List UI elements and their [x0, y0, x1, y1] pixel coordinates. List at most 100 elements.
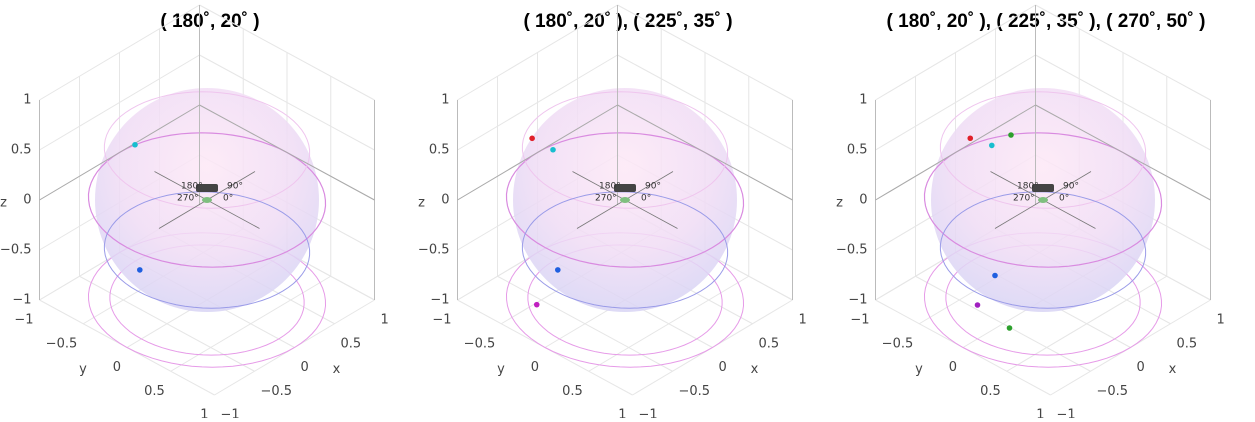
x-tick-label: −0.5	[1097, 384, 1129, 399]
x-axis-title: x	[333, 362, 341, 377]
annotation: 90°	[227, 182, 243, 192]
z-tick-label: 0.5	[847, 143, 868, 158]
z-tick-label: 0	[23, 193, 31, 208]
grid-line	[875, 4, 1036, 101]
center-dot	[1038, 197, 1048, 203]
z-tick-label: 0.5	[429, 143, 450, 158]
grid-line	[457, 54, 618, 151]
y-tick-label: 0	[531, 360, 539, 375]
annotation: 0°	[1059, 194, 1069, 204]
x-tick-label: 0.5	[1177, 336, 1198, 351]
annotation: 90°	[1063, 182, 1079, 192]
grid-line	[199, 54, 375, 151]
center-widget	[614, 184, 636, 192]
x-tick-label: 0	[719, 360, 727, 375]
grid-line	[617, 4, 793, 101]
z-tick-label: 1	[441, 93, 449, 108]
y-tick-label: 0	[113, 360, 121, 375]
box-edge	[617, 104, 793, 201]
circle-guide	[505, 132, 745, 268]
center-widget	[1032, 184, 1054, 192]
circle-guide	[521, 91, 729, 209]
annotation: 0°	[641, 194, 651, 204]
data-point	[529, 135, 535, 142]
grid-line	[617, 54, 793, 151]
circle-guide	[103, 191, 311, 309]
circle-guide	[87, 132, 327, 268]
annotation: 180°	[599, 182, 621, 192]
x-tick-label: −0.5	[261, 384, 293, 399]
annotation: 270°	[1013, 194, 1035, 204]
y-axis-title: y	[79, 362, 87, 377]
z-axis-title: z	[0, 196, 7, 211]
y-tick-label: 0.5	[562, 384, 583, 399]
chart-title: ( 180˚, 20˚ ), ( 225˚, 35˚ ), ( 270˚, 50…	[887, 11, 1206, 32]
grid-line	[1035, 54, 1211, 151]
grid-line	[1035, 4, 1211, 101]
chart-title: ( 180˚, 20˚ ), ( 225˚, 35˚ )	[523, 11, 732, 32]
y-tick-label: −0.5	[464, 336, 496, 351]
center-widget	[196, 184, 218, 192]
y-tick-label: 0	[949, 360, 957, 375]
z-tick-label: −0.5	[418, 243, 450, 258]
panel: ( 180˚, 20˚ ), ( 225˚, 35˚ ), ( 270˚, 50…	[836, 4, 1225, 422]
y-tick-label: −0.5	[882, 336, 914, 351]
z-tick-label: 0	[441, 193, 449, 208]
data-point	[1008, 132, 1014, 138]
z-tick-label: −0.5	[0, 243, 32, 258]
grid-line	[199, 4, 375, 101]
circle-guide	[939, 191, 1147, 309]
y-tick-label: −1	[14, 313, 33, 328]
data-point	[992, 272, 998, 279]
y-tick-label: 1	[200, 408, 208, 419]
grid-line	[170, 275, 332, 372]
annotation: 270°	[595, 194, 617, 204]
grid-line	[1006, 275, 1168, 372]
x-tick-label: −1	[221, 408, 240, 419]
z-tick-label: −1	[430, 293, 449, 308]
z-tick-label: 0	[859, 193, 867, 208]
data-point	[555, 267, 561, 273]
circle-guide	[521, 191, 729, 309]
z-axis-title: z	[836, 196, 843, 211]
y-axis-title: y	[497, 362, 505, 377]
y-tick-label: 1	[1036, 408, 1044, 419]
circle-guide	[103, 91, 311, 209]
x-tick-label: 1	[799, 313, 807, 328]
z-axis-title: z	[418, 196, 425, 211]
center-dot	[620, 197, 630, 203]
data-point	[967, 135, 974, 142]
grid-line	[875, 54, 1036, 151]
x-axis-title: x	[751, 362, 759, 377]
data-point	[550, 146, 556, 153]
x-tick-label: −1	[1057, 408, 1076, 419]
annotation: 0°	[223, 194, 233, 204]
x-tick-label: 0.5	[759, 336, 780, 351]
x-tick-label: 0	[301, 360, 309, 375]
grid-line	[588, 275, 750, 372]
circle-guide	[923, 132, 1163, 268]
data-point	[989, 142, 995, 149]
chart-title: ( 180˚, 20˚ )	[160, 11, 259, 32]
data-point	[974, 302, 981, 308]
y-tick-label: −0.5	[46, 336, 78, 351]
box-edge	[457, 104, 618, 201]
x-tick-label: −0.5	[679, 384, 711, 399]
x-tick-label: 0.5	[341, 336, 362, 351]
circle-guide	[939, 91, 1147, 209]
y-tick-label: 1	[618, 408, 626, 419]
z-tick-label: 1	[23, 93, 31, 108]
annotation: 90°	[645, 182, 661, 192]
center-dot	[202, 197, 212, 203]
box-edge	[199, 104, 375, 201]
grid-line	[39, 4, 200, 101]
y-axis-title: y	[915, 362, 923, 377]
x-tick-label: 1	[381, 313, 389, 328]
y-tick-label: 0.5	[980, 384, 1001, 399]
x-tick-label: 1	[1217, 313, 1225, 328]
x-tick-label: 0	[1137, 360, 1145, 375]
data-point	[533, 301, 540, 308]
data-point	[1006, 325, 1013, 331]
data-point	[132, 141, 138, 148]
y-tick-label: −1	[850, 313, 869, 328]
